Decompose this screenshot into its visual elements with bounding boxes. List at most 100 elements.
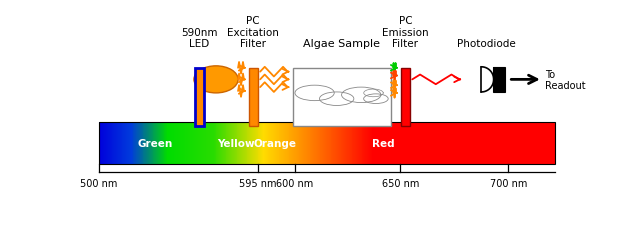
Bar <box>351 122 352 165</box>
Bar <box>105 122 106 165</box>
Bar <box>155 122 157 165</box>
Bar <box>305 122 306 165</box>
Bar <box>421 122 422 165</box>
Bar <box>313 122 315 165</box>
Bar <box>449 122 451 165</box>
Bar <box>510 122 511 165</box>
Bar <box>425 122 427 165</box>
Bar <box>419 122 420 165</box>
Bar <box>467 122 468 165</box>
Bar <box>309 122 310 165</box>
Bar <box>194 122 195 165</box>
Bar <box>318 122 319 165</box>
Bar <box>495 122 496 165</box>
Bar <box>253 122 254 165</box>
Bar <box>329 122 330 165</box>
Bar <box>241 122 242 165</box>
Bar <box>196 122 197 165</box>
Bar <box>510 122 511 165</box>
Bar <box>106 122 108 165</box>
Bar <box>361 122 362 165</box>
Bar <box>158 122 160 165</box>
Bar <box>254 122 256 165</box>
Bar <box>500 122 501 165</box>
Bar <box>320 122 321 165</box>
Bar <box>465 122 466 165</box>
Bar <box>118 122 119 165</box>
Bar <box>426 122 428 165</box>
Bar <box>165 122 166 165</box>
Bar <box>320 122 322 165</box>
Bar <box>349 122 350 165</box>
Bar <box>336 122 337 165</box>
Bar <box>523 122 525 165</box>
Bar <box>541 122 542 165</box>
Bar <box>394 122 396 165</box>
Bar <box>539 122 541 165</box>
Bar <box>273 122 275 165</box>
Bar <box>373 122 375 165</box>
Bar <box>287 122 288 165</box>
Bar <box>470 122 472 165</box>
Bar <box>479 122 480 165</box>
Bar <box>190 122 191 165</box>
Bar <box>522 122 523 165</box>
Bar <box>325 122 327 165</box>
Bar <box>531 122 532 165</box>
Bar <box>461 122 462 165</box>
Bar <box>401 122 402 165</box>
Bar <box>411 122 413 165</box>
Bar <box>335 122 337 165</box>
Bar <box>256 122 257 165</box>
Bar <box>420 122 422 165</box>
Bar <box>467 122 469 165</box>
Bar <box>188 122 189 165</box>
Bar <box>268 122 270 165</box>
Bar <box>261 122 263 165</box>
Bar <box>462 122 463 165</box>
Bar <box>473 122 474 165</box>
Bar <box>172 122 173 165</box>
Bar <box>542 122 544 165</box>
Bar <box>299 122 300 165</box>
Bar <box>409 122 410 165</box>
Bar <box>534 122 536 165</box>
Bar <box>216 122 218 165</box>
Bar <box>359 122 360 165</box>
Bar <box>163 122 165 165</box>
Bar <box>150 122 151 165</box>
Bar <box>296 122 298 165</box>
Bar <box>527 122 528 165</box>
Bar <box>536 122 537 165</box>
Bar <box>111 122 113 165</box>
Bar <box>487 122 488 165</box>
Bar <box>132 122 133 165</box>
Bar <box>168 122 170 165</box>
Bar <box>216 122 217 165</box>
Bar <box>413 122 415 165</box>
Bar <box>149 122 150 165</box>
Bar <box>268 122 269 165</box>
Bar <box>141 122 142 165</box>
Bar <box>101 122 103 165</box>
Bar <box>427 122 429 165</box>
Bar <box>529 122 530 165</box>
Bar <box>398 122 399 165</box>
Bar <box>110 122 111 165</box>
Bar <box>386 122 387 165</box>
Bar <box>453 122 454 165</box>
Bar <box>232 122 234 165</box>
Bar <box>506 122 507 165</box>
Bar <box>442 122 443 165</box>
Bar <box>307 122 308 165</box>
Bar <box>327 122 329 165</box>
Bar <box>173 122 174 165</box>
Bar <box>354 122 356 165</box>
Bar <box>521 122 523 165</box>
Bar <box>198 122 199 165</box>
Bar <box>231 122 232 165</box>
Bar <box>549 122 550 165</box>
Bar <box>415 122 417 165</box>
Bar <box>526 122 527 165</box>
Bar <box>451 122 453 165</box>
